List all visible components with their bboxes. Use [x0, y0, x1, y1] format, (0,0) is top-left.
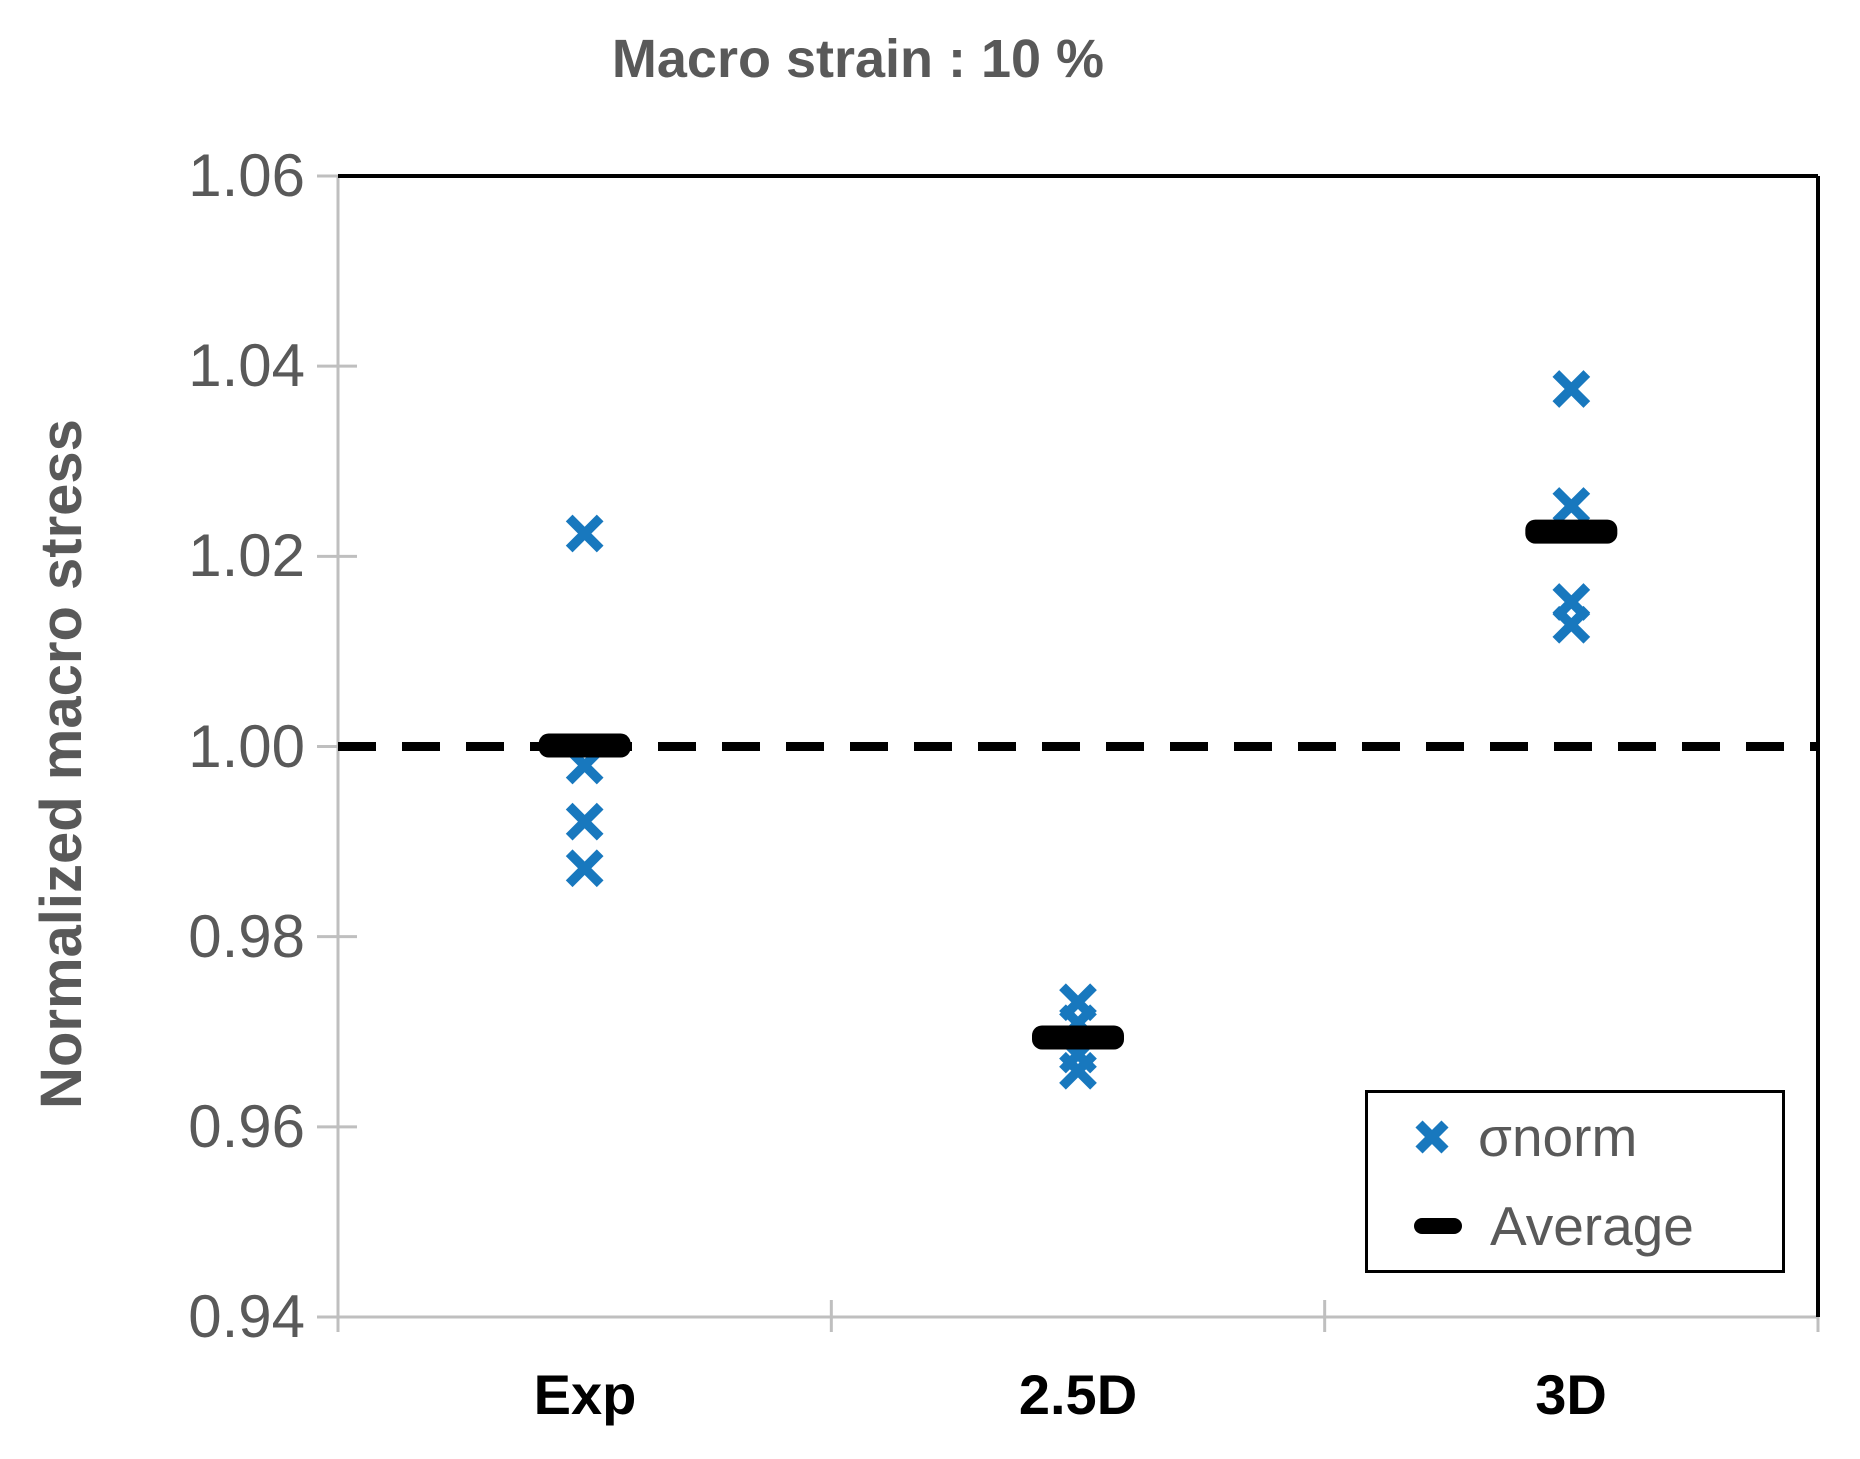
- legend-label: σnorm: [1478, 1106, 1638, 1169]
- legend: σnorm Average: [1365, 1090, 1785, 1273]
- y-tick-label: 1.06: [188, 142, 305, 209]
- x-marker-icon: [1415, 1120, 1449, 1154]
- y-tick-label: 0.94: [188, 1283, 305, 1350]
- legend-item-average: Average: [1414, 1195, 1782, 1257]
- y-tick-label: 0.96: [188, 1093, 305, 1160]
- legend-label: Average: [1490, 1194, 1694, 1257]
- y-tick-label: 1.00: [188, 713, 305, 780]
- y-tick-label: 0.98: [188, 903, 305, 970]
- x-category-label: Exp: [533, 1363, 637, 1426]
- x-category-label: 3D: [1535, 1363, 1607, 1426]
- dash-marker-icon: [1414, 1217, 1462, 1234]
- y-tick-label: 1.04: [188, 332, 305, 399]
- chart-title: Macro strain : 10 %: [611, 29, 1105, 89]
- y-tick-label: 1.02: [188, 522, 305, 589]
- x-category-label: 2.5D: [1018, 1363, 1138, 1426]
- legend-item-sigma-norm: σnorm: [1414, 1106, 1782, 1168]
